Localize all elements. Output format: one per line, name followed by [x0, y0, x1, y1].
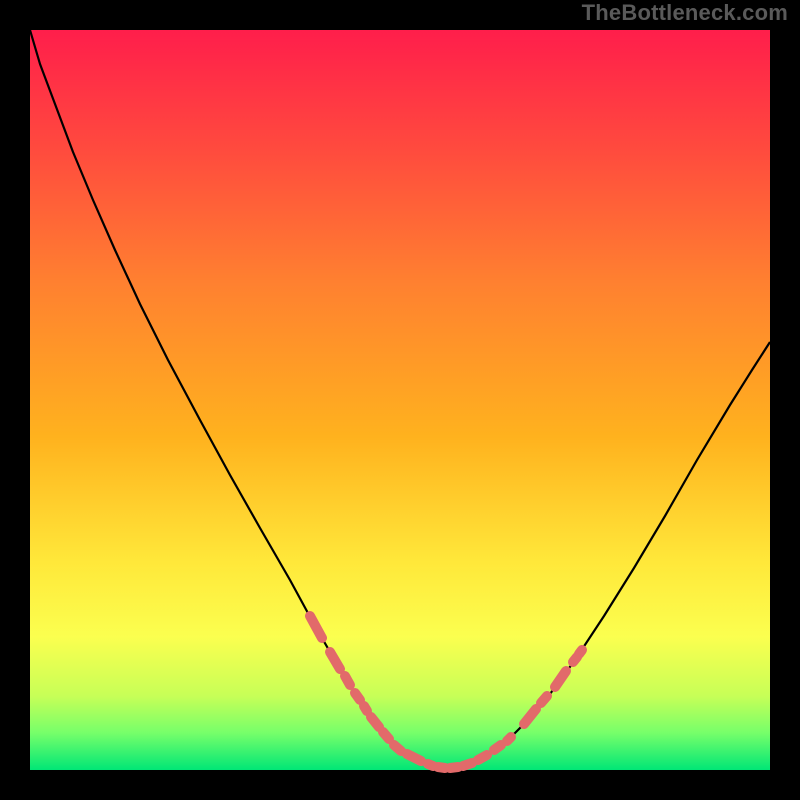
highlight-dash — [541, 696, 547, 703]
watermark-text: TheBottleneck.com — [582, 0, 788, 26]
highlight-dash — [428, 764, 433, 766]
highlight-dash — [463, 763, 472, 766]
highlight-dash — [383, 732, 389, 739]
highlight-dash — [394, 745, 401, 751]
highlight-dash — [364, 706, 367, 711]
stage: TheBottleneck.com — [0, 0, 800, 800]
highlight-dash — [407, 754, 421, 761]
highlight-dash — [478, 755, 487, 760]
highlight-dash — [579, 650, 582, 654]
highlight-dash — [355, 693, 360, 700]
highlight-dash — [494, 745, 501, 750]
highlight-dash — [507, 737, 511, 741]
highlight-dash — [438, 767, 445, 768]
gradient-background — [30, 30, 770, 770]
highlight-dash — [371, 717, 379, 727]
highlight-dash — [345, 676, 350, 685]
highlight-dash — [450, 767, 458, 768]
bottleneck-chart — [0, 0, 800, 800]
